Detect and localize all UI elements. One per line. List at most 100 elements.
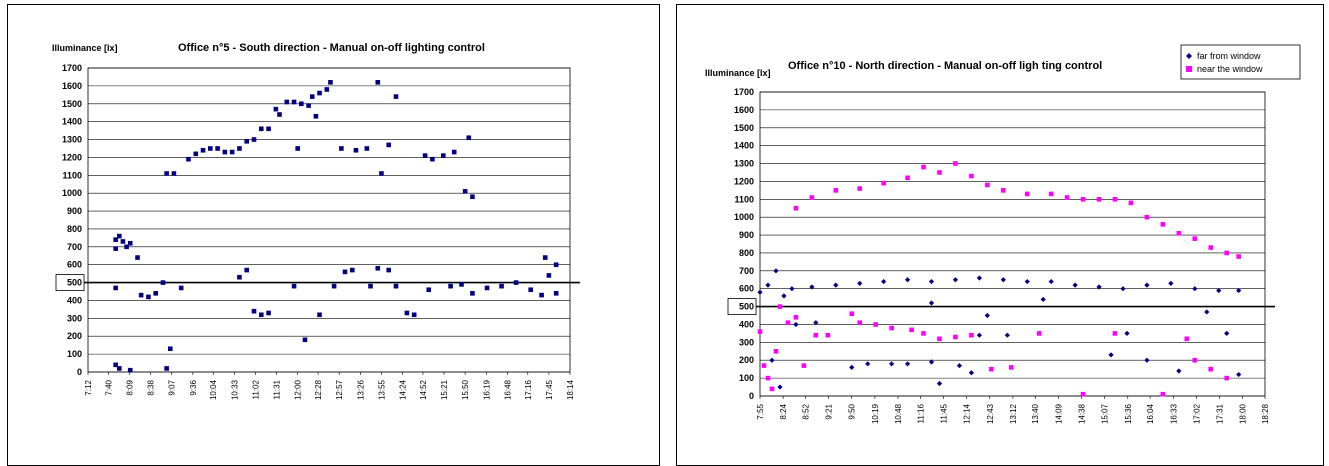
- y-tick-label: 1000: [734, 212, 754, 222]
- x-tick-label: 13:26: [356, 379, 365, 400]
- data-point: [809, 195, 815, 200]
- y-tick-label: 900: [67, 206, 82, 216]
- data-point: [215, 146, 220, 151]
- gridlines: 500: [55, 67, 580, 373]
- data-point: [969, 332, 974, 338]
- data-point: [113, 237, 118, 242]
- x-tick-label: 16:19: [482, 379, 491, 400]
- y-tick-label: 1400: [62, 117, 82, 127]
- data-point: [909, 327, 914, 333]
- x-tick-label: 17:16: [524, 379, 533, 400]
- chart-panel-right: Office n°10 - North direction - Manual o…: [676, 4, 1324, 466]
- data-point: [904, 277, 911, 283]
- data-point: [258, 126, 264, 132]
- data-point: [1216, 287, 1222, 294]
- data-point: [953, 161, 958, 166]
- data-point: [375, 265, 381, 271]
- data-point: [229, 149, 235, 155]
- data-point: [324, 87, 330, 92]
- data-point: [284, 99, 290, 105]
- threshold-label: 500: [67, 278, 82, 288]
- y-tick-label: 600: [739, 284, 754, 294]
- data-point: [801, 363, 807, 368]
- data-point: [1080, 196, 1086, 202]
- data-point: [857, 280, 863, 286]
- data-point: [364, 146, 370, 151]
- data-point: [379, 171, 384, 176]
- data-point: [470, 194, 475, 200]
- y-axis-label: Illuminance [lx]: [705, 68, 771, 78]
- x-tick-label: 17:02: [1192, 403, 1201, 424]
- legend-marker: [1186, 53, 1192, 59]
- x-tick-label: 7:40: [104, 379, 113, 395]
- data-point: [793, 315, 799, 320]
- x-tick-label: 13:12: [1009, 403, 1018, 424]
- data-point: [928, 300, 935, 306]
- legend-label: near the window: [1197, 64, 1263, 74]
- data-point: [1184, 336, 1190, 342]
- x-tick-label: 8:24: [779, 403, 788, 419]
- data-point: [1096, 196, 1102, 202]
- y-tick-label: 0: [77, 367, 82, 377]
- data-point: [266, 310, 271, 316]
- threshold-label-box: [55, 274, 85, 291]
- x-tick-label: 12:57: [335, 379, 344, 400]
- data-point: [317, 312, 322, 318]
- data-point: [1208, 245, 1214, 250]
- data-point: [244, 139, 250, 144]
- y-tick-label: 1200: [734, 176, 754, 186]
- data-point: [349, 267, 355, 273]
- chart-panel-left: Office n°5 - South direction - Manual on…: [7, 4, 660, 466]
- y-tick-label: 100: [67, 349, 82, 359]
- data-point: [200, 147, 206, 153]
- data-point: [164, 366, 169, 371]
- data-point: [208, 146, 213, 151]
- y-tick-label: 700: [739, 266, 754, 276]
- data-point: [889, 325, 894, 331]
- x-tick-label: 10:04: [209, 379, 218, 400]
- x-tick-label: 7:55: [756, 403, 765, 419]
- data-point: [985, 182, 990, 188]
- x-tick-label: 16:48: [503, 379, 512, 400]
- x-tick-label: 18:00: [1239, 403, 1248, 424]
- x-tick-label: 8:38: [147, 379, 156, 395]
- y-tick-label: 1500: [62, 99, 82, 109]
- data-point: [757, 329, 763, 334]
- y-tick-label: 900: [739, 230, 754, 240]
- y-tick-label: 400: [739, 319, 754, 329]
- data-point: [1072, 282, 1078, 288]
- data-point: [441, 153, 446, 158]
- data-point: [765, 375, 771, 381]
- data-point: [299, 101, 304, 107]
- data-point: [258, 312, 264, 318]
- data-point: [1192, 357, 1198, 363]
- data-point: [956, 363, 963, 369]
- data-point: [386, 267, 392, 273]
- data-point: [1009, 365, 1014, 370]
- data-point: [178, 285, 184, 291]
- data-point: [244, 267, 250, 273]
- data-point: [904, 361, 911, 367]
- data-point: [124, 244, 129, 250]
- data-point: [470, 291, 475, 296]
- y-tick-label: 1100: [734, 194, 754, 204]
- y-tick-labels: 0 100 200 300 400 600 700 800 900 1000 1100 1200 130…: [734, 87, 754, 401]
- data-point: [309, 94, 315, 99]
- data-point: [1144, 214, 1150, 220]
- x-tick-label: 7:12: [84, 379, 93, 395]
- y-tick-label: 1700: [734, 87, 754, 97]
- data-point: [1236, 371, 1242, 378]
- data-point: [1001, 188, 1006, 193]
- data-point: [146, 294, 151, 300]
- y-tick-label: 300: [739, 337, 754, 347]
- x-tick-label: 16:04: [1146, 403, 1155, 424]
- data-point: [1036, 331, 1042, 336]
- data-point: [953, 334, 958, 340]
- x-tick-label: 9:50: [848, 403, 857, 419]
- data-point: [1024, 191, 1030, 197]
- data-point: [1224, 330, 1230, 337]
- data-point: [1120, 286, 1126, 292]
- data-point: [1192, 236, 1198, 241]
- y-tick-label: 0: [749, 391, 754, 401]
- threshold-label: 500: [739, 302, 754, 312]
